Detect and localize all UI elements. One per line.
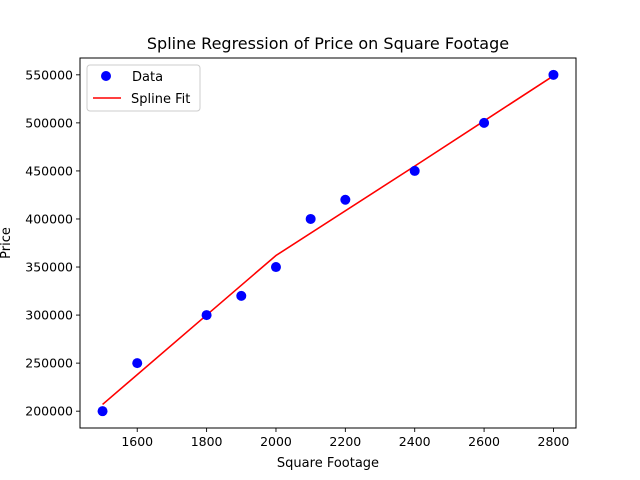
data-point <box>340 194 351 205</box>
x-tick-label: 2400 <box>399 434 431 449</box>
x-tick-label: 2200 <box>329 434 361 449</box>
plot-frame <box>79 57 577 429</box>
legend-label-data: Data <box>132 70 163 85</box>
spline-fit-line <box>102 75 554 406</box>
y-tick-label: 400000 <box>25 211 73 226</box>
data-point <box>270 262 281 273</box>
y-tick-label: 500000 <box>25 115 73 130</box>
y-tick-label: 450000 <box>25 163 73 178</box>
y-tick-label: 350000 <box>25 260 73 275</box>
y-axis-label: Price <box>0 227 14 259</box>
x-axis-label: Square Footage <box>277 456 379 471</box>
legend: Data Spline Fit <box>86 64 201 112</box>
data-point <box>132 358 143 369</box>
x-tick-label: 1600 <box>121 434 153 449</box>
x-tick-label: 2000 <box>260 434 292 449</box>
x-tick-label: 2800 <box>538 434 570 449</box>
y-axis-ticks: 200000 250000 300000 350000 400000 450000 5000… <box>25 67 80 419</box>
data-point <box>201 310 212 321</box>
data-point <box>97 406 108 417</box>
y-tick-label: 250000 <box>25 356 73 371</box>
legend-label-spline: Spline Fit <box>131 92 190 107</box>
y-tick-label: 550000 <box>25 67 73 82</box>
legend-marker-data <box>101 71 111 81</box>
data-point <box>548 69 559 80</box>
y-tick-label: 300000 <box>25 308 73 323</box>
chart-title: Spline Regression of Price on Square Foo… <box>147 34 509 53</box>
x-tick-label: 2600 <box>468 434 500 449</box>
x-tick-label: 1800 <box>191 434 223 449</box>
data-point <box>305 213 316 224</box>
legend-box <box>86 64 201 112</box>
data-point <box>479 117 490 128</box>
data-point <box>409 165 420 176</box>
y-tick-label: 200000 <box>25 404 73 419</box>
plot-marks <box>97 69 559 417</box>
data-point <box>236 290 247 301</box>
x-axis-ticks: 1600 1800 2000 2200 2400 2600 2800 <box>121 428 569 449</box>
